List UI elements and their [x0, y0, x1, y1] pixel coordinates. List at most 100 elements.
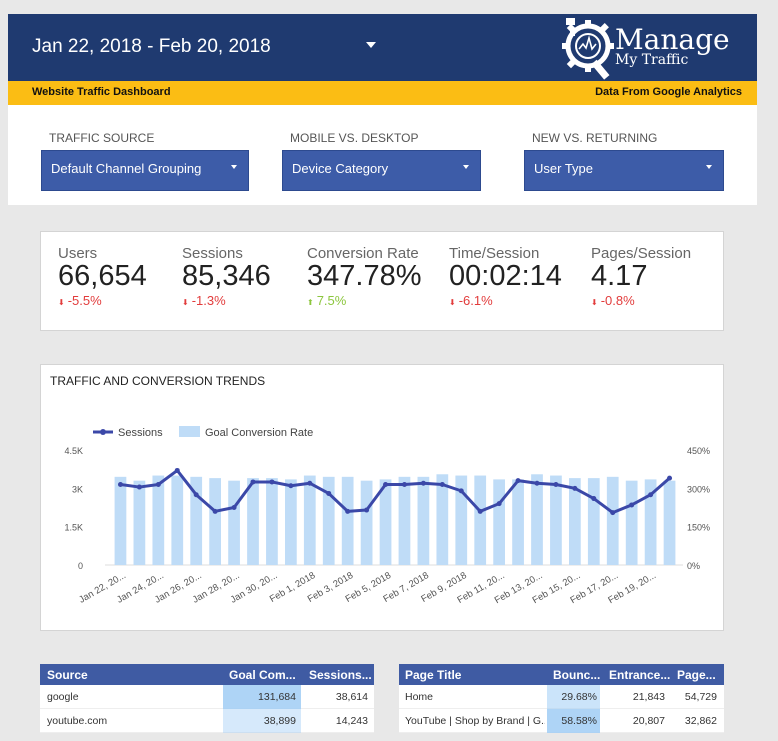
- point-sessions: [572, 485, 578, 491]
- bar-goal-conversion-rate: [550, 475, 562, 565]
- column-header-source[interactable]: Source: [47, 668, 88, 682]
- kpi-label: Conversion Rate: [307, 245, 419, 262]
- bar-goal-conversion-rate: [171, 475, 184, 565]
- goal-completions-cell: 38,899: [263, 715, 296, 727]
- y-right-tick-label: 0%: [687, 561, 700, 571]
- column-header-goal-completions[interactable]: Goal Com...: [229, 668, 296, 682]
- bar-goal-conversion-rate: [284, 479, 297, 565]
- bar-goal-conversion-rate: [625, 480, 638, 565]
- dropdown-value: Device Category: [292, 161, 389, 176]
- kpi-delta-value: -5.5%: [67, 293, 102, 308]
- logo-title: Manage: [615, 23, 730, 56]
- y-left-tick-label: 3K: [72, 484, 83, 494]
- traffic-conversion-chart: Sessions Goal Conversion Rate 0 1.5K 3K 4.5K 0…: [64, 426, 710, 606]
- filter-label: TRAFFIC SOURCE: [49, 131, 155, 145]
- arrow-down-icon: ⬇: [182, 298, 189, 307]
- point-sessions: [648, 492, 654, 498]
- column-header-entrances[interactable]: Entrance...: [609, 668, 671, 682]
- point-sessions: [401, 482, 407, 487]
- dashboard-banner: Website Traffic Dashboard Data From Goog…: [8, 81, 757, 105]
- filter-label: NEW VS. RETURNING: [532, 131, 658, 145]
- point-sessions: [534, 480, 540, 486]
- bar-goal-conversion-rate: [417, 476, 430, 565]
- column-header-sessions[interactable]: Sessions...: [309, 668, 372, 682]
- kpi-delta-value: -0.8%: [600, 293, 635, 308]
- point-sessions: [496, 501, 502, 507]
- kpi-label: Pages/Session: [591, 245, 692, 262]
- kpi-pages-per-session: Pages/Session 4.17 ⬇ -0.8%: [591, 245, 691, 308]
- table-row[interactable]: Home 29.68% 21,843 54,729: [399, 685, 724, 709]
- bar-goal-conversion-rate: [436, 474, 449, 565]
- bar-goal-conversion-rate: [644, 479, 657, 565]
- table-row[interactable]: YouTube | Shop by Brand | G... 58.58% 20…: [399, 709, 724, 733]
- arrow-down-icon: ⬇: [449, 298, 456, 307]
- goal-completions-cell: 131,684: [258, 691, 296, 703]
- kpi-label: Time/Session: [449, 245, 540, 262]
- pageviews-cell: 54,729: [684, 691, 717, 703]
- dashboard-header: Jan 22, 2018 - Feb 20, 2018 Manage My Tr…: [8, 14, 757, 81]
- legend-conversion-swatch: [179, 426, 200, 437]
- device-category-dropdown[interactable]: Device Category: [282, 150, 481, 191]
- bar-goal-conversion-rate: [587, 478, 600, 565]
- bar-goal-conversion-rate: [266, 478, 278, 565]
- kpi-delta: ⬇ -1.3%: [182, 293, 271, 308]
- bar-goal-conversion-rate: [512, 479, 524, 565]
- pageviews-cell: 32,862: [684, 715, 717, 727]
- y-left-tick-label: 4.5K: [64, 446, 83, 456]
- bar-goal-conversion-rate: [606, 476, 619, 565]
- page-title-table: Page Title Bounc... Entrance... Page... …: [399, 664, 724, 733]
- legend-sessions-label: Sessions: [118, 427, 163, 439]
- point-sessions: [439, 482, 445, 487]
- goal-level-highlight: [223, 709, 301, 733]
- y-right-tick-label: 150%: [687, 523, 710, 533]
- kpi-delta: ⬇ -6.1%: [449, 293, 562, 308]
- table-row[interactable]: google 131,684 38,614: [40, 685, 374, 709]
- source-cell: youtube.com: [47, 715, 108, 727]
- bounce-rate-cell: 29.68%: [561, 691, 597, 703]
- bar-goal-conversion-rate: [152, 475, 165, 565]
- filter-label: MOBILE VS. DESKTOP: [290, 131, 419, 145]
- y-left-tick-label: 0: [78, 561, 83, 571]
- point-sessions: [383, 482, 389, 487]
- point-sessions: [269, 479, 275, 485]
- column-header-bounce-rate[interactable]: Bounc...: [553, 668, 601, 682]
- point-sessions: [307, 480, 313, 486]
- point-sessions: [117, 482, 123, 487]
- kpi-users: Users 66,654 ⬇ -5.5%: [58, 245, 147, 308]
- point-sessions: [458, 488, 464, 494]
- bar-goal-conversion-rate: [455, 475, 468, 565]
- entrances-cell: 21,843: [632, 691, 665, 703]
- kpi-delta-value: -1.3%: [191, 293, 226, 308]
- goal-level-highlight: [223, 685, 301, 709]
- column-header-pageviews[interactable]: Page...: [677, 668, 716, 682]
- kpi-label: Sessions: [182, 245, 243, 262]
- chevron-down-icon: [463, 165, 469, 169]
- bounce-rate-cell: 58.58%: [561, 715, 597, 727]
- bar-goal-conversion-rate: [398, 476, 411, 565]
- traffic-source-dropdown[interactable]: Default Channel Grouping: [41, 150, 249, 191]
- y-right-tick-label: 450%: [687, 446, 710, 456]
- bar-goal-conversion-rate: [379, 479, 392, 565]
- date-range-label[interactable]: Jan 22, 2018 - Feb 20, 2018: [32, 36, 271, 57]
- legend-conversion-label: Goal Conversion Rate: [205, 427, 313, 439]
- logo-subtitle: My Traffic: [615, 52, 689, 68]
- page-title-cell: Home: [405, 691, 434, 703]
- device-filter: MOBILE VS. DESKTOP Device Category: [282, 131, 481, 191]
- table-row[interactable]: youtube.com 38,899 14,243: [40, 709, 374, 733]
- point-sessions: [136, 484, 142, 490]
- kpi-delta: ⬇ -0.8%: [591, 293, 691, 308]
- point-sessions: [364, 507, 370, 513]
- bar-goal-conversion-rate: [663, 480, 676, 565]
- point-sessions: [250, 479, 256, 485]
- user-type-dropdown[interactable]: User Type: [524, 150, 724, 191]
- user-type-filter: NEW VS. RETURNING User Type: [524, 131, 724, 191]
- point-sessions: [212, 508, 218, 514]
- date-range-dropdown-icon[interactable]: [366, 42, 376, 48]
- point-sessions: [174, 467, 180, 473]
- bar-goal-conversion-rate: [360, 480, 373, 565]
- chevron-down-icon: [231, 165, 237, 169]
- chevron-down-icon: [706, 165, 712, 169]
- kpi-value: 66,654: [58, 260, 147, 292]
- column-header-page-title[interactable]: Page Title: [405, 668, 462, 682]
- point-sessions: [326, 490, 332, 496]
